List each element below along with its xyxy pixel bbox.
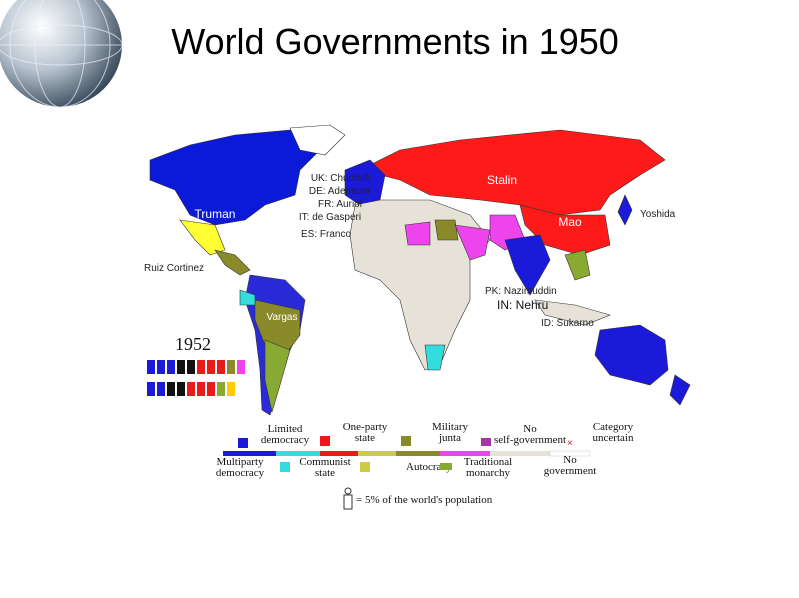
map-label: Truman	[195, 207, 236, 221]
title: World Governments in 1950	[171, 21, 619, 62]
year: 1952	[175, 334, 211, 354]
legend-label: No government	[544, 454, 597, 477]
globe	[0, 0, 123, 108]
map-label: Ruiz Cortinez	[144, 263, 204, 274]
world-map	[149, 124, 691, 416]
map-label: Yoshida	[640, 209, 676, 220]
population-note: = 5% of the world's population	[356, 494, 493, 506]
map-label: PK: Nazimuddin	[485, 286, 557, 297]
person-icon	[343, 487, 353, 510]
population-icons	[147, 360, 245, 396]
map-label: ES: Franco	[301, 229, 351, 240]
legend-label: Category uncertain	[593, 421, 634, 444]
legend-label: Traditional monarchy	[464, 456, 513, 479]
map-label: Mao	[558, 215, 582, 229]
map-label: Stalin	[487, 173, 517, 187]
map-label: Vargas	[267, 312, 298, 323]
legend-label: Limited democracy	[261, 423, 310, 446]
legend: Limited democracy One-party state Military…	[216, 421, 634, 510]
legend-label: No self-government	[494, 423, 566, 446]
legend-label: Military junta	[432, 421, 469, 444]
legend-label: One-party state	[343, 421, 388, 444]
map-label: DE: Adenauer	[309, 186, 372, 197]
map-label: IN: Nehru	[497, 298, 548, 312]
legend-label: Communist state	[299, 456, 350, 479]
map-label: IT: de Gasperi	[299, 212, 361, 223]
svg-text:×: ×	[567, 438, 573, 449]
map-label: UK: Churchill	[311, 173, 369, 184]
map-label: ID: Sukarno	[541, 318, 594, 329]
legend-label: Multiparty democracy	[216, 456, 265, 479]
map-label: FR: Auriol	[318, 199, 362, 210]
